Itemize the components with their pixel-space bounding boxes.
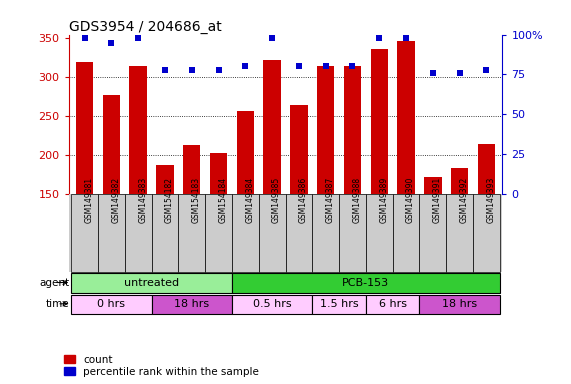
- FancyBboxPatch shape: [71, 273, 232, 293]
- Text: GSM149387: GSM149387: [325, 177, 335, 223]
- Point: [160, 66, 170, 73]
- Bar: [103, 95, 120, 311]
- Bar: [263, 60, 281, 311]
- FancyBboxPatch shape: [286, 194, 312, 272]
- Bar: [156, 165, 174, 311]
- Text: time: time: [46, 299, 69, 309]
- Text: GDS3954 / 204686_at: GDS3954 / 204686_at: [69, 20, 222, 33]
- Point: [294, 63, 303, 70]
- FancyBboxPatch shape: [232, 194, 259, 272]
- FancyBboxPatch shape: [178, 194, 205, 272]
- Point: [321, 63, 330, 70]
- Bar: [397, 41, 415, 311]
- Text: 18 hrs: 18 hrs: [174, 299, 210, 309]
- Point: [214, 66, 223, 73]
- Legend: count, percentile rank within the sample: count, percentile rank within the sample: [62, 353, 261, 379]
- Text: GSM149385: GSM149385: [272, 177, 281, 223]
- FancyBboxPatch shape: [71, 295, 151, 314]
- Text: GSM154184: GSM154184: [219, 177, 227, 223]
- Point: [348, 63, 357, 70]
- Point: [187, 66, 196, 73]
- Text: agent: agent: [39, 278, 69, 288]
- Text: GSM149381: GSM149381: [85, 177, 94, 223]
- Text: GSM149388: GSM149388: [352, 177, 361, 223]
- FancyBboxPatch shape: [420, 295, 500, 314]
- Text: GSM154183: GSM154183: [192, 177, 201, 223]
- FancyBboxPatch shape: [71, 194, 98, 272]
- FancyBboxPatch shape: [125, 194, 151, 272]
- FancyBboxPatch shape: [393, 194, 420, 272]
- Text: GSM154182: GSM154182: [165, 177, 174, 223]
- Text: GSM149382: GSM149382: [111, 177, 120, 223]
- Point: [455, 70, 464, 76]
- Text: 1.5 hrs: 1.5 hrs: [320, 299, 359, 309]
- FancyBboxPatch shape: [205, 194, 232, 272]
- Text: GSM149392: GSM149392: [460, 177, 469, 223]
- FancyBboxPatch shape: [312, 194, 339, 272]
- Bar: [290, 105, 308, 311]
- Bar: [451, 168, 468, 311]
- Text: GSM149393: GSM149393: [486, 177, 496, 223]
- Text: GSM149384: GSM149384: [246, 177, 254, 223]
- FancyBboxPatch shape: [98, 194, 125, 272]
- Point: [428, 70, 437, 76]
- Point: [80, 35, 89, 41]
- Text: 18 hrs: 18 hrs: [442, 299, 477, 309]
- Text: PCB-153: PCB-153: [342, 278, 389, 288]
- FancyBboxPatch shape: [151, 194, 178, 272]
- Point: [268, 35, 277, 41]
- Text: GSM149390: GSM149390: [406, 177, 415, 223]
- Text: 0 hrs: 0 hrs: [98, 299, 126, 309]
- FancyBboxPatch shape: [151, 295, 232, 314]
- FancyBboxPatch shape: [366, 295, 420, 314]
- FancyBboxPatch shape: [259, 194, 286, 272]
- Bar: [478, 144, 495, 311]
- Bar: [183, 145, 200, 311]
- Point: [134, 35, 143, 41]
- FancyBboxPatch shape: [339, 194, 366, 272]
- Bar: [317, 66, 335, 311]
- Bar: [130, 66, 147, 311]
- Bar: [424, 177, 441, 311]
- Text: GSM149383: GSM149383: [138, 177, 147, 223]
- Bar: [236, 111, 254, 311]
- FancyBboxPatch shape: [232, 295, 312, 314]
- FancyBboxPatch shape: [473, 194, 500, 272]
- FancyBboxPatch shape: [366, 194, 393, 272]
- Point: [482, 66, 491, 73]
- Point: [241, 63, 250, 70]
- Point: [107, 40, 116, 46]
- FancyBboxPatch shape: [69, 194, 502, 272]
- Point: [375, 35, 384, 41]
- Text: GSM149386: GSM149386: [299, 177, 308, 223]
- Text: 6 hrs: 6 hrs: [379, 299, 407, 309]
- Bar: [344, 66, 361, 311]
- Bar: [210, 153, 227, 311]
- FancyBboxPatch shape: [312, 295, 366, 314]
- FancyBboxPatch shape: [232, 273, 500, 293]
- Text: GSM149391: GSM149391: [433, 177, 442, 223]
- Text: 0.5 hrs: 0.5 hrs: [253, 299, 291, 309]
- FancyBboxPatch shape: [446, 194, 473, 272]
- Point: [401, 35, 411, 41]
- FancyBboxPatch shape: [420, 194, 446, 272]
- Text: GSM149389: GSM149389: [379, 177, 388, 223]
- Bar: [371, 49, 388, 311]
- Text: untreated: untreated: [124, 278, 179, 288]
- Bar: [76, 62, 93, 311]
